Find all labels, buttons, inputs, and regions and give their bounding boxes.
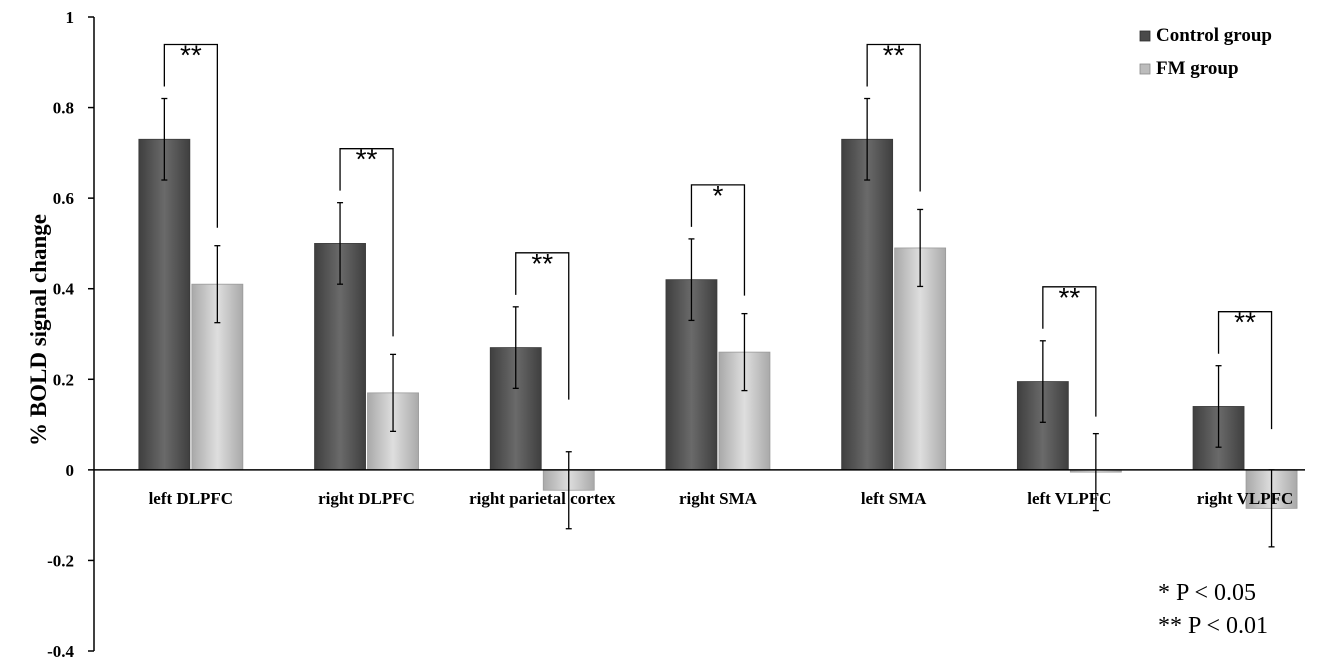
significance-bracket: [1217, 311, 1273, 430]
significance-bracket: [515, 252, 570, 400]
significance-notes: * P < 0.05 ** P < 0.01: [1158, 580, 1268, 639]
significance-label: **: [1058, 282, 1080, 313]
significance-label: **: [356, 144, 378, 175]
legend: Control group FM group: [1139, 25, 1272, 79]
significance-note: ** P < 0.01: [1158, 613, 1268, 639]
legend-swatch-fm: [1139, 63, 1151, 75]
y-tick-label: 0.6: [53, 189, 74, 208]
significance-label: **: [1234, 307, 1256, 338]
bar-control: [138, 138, 191, 471]
y-axis-label: % BOLD signal change: [26, 214, 51, 446]
significance-label: **: [883, 40, 905, 71]
bar-control: [841, 138, 894, 471]
y-tick-label: -0.2: [47, 551, 74, 570]
significance-label: *: [712, 180, 723, 211]
category-label: right parietal cortex: [469, 489, 616, 508]
category-labels: left DLPFC right DLPFC right parietal cort…: [149, 489, 1294, 508]
y-tick-label: 1: [66, 8, 75, 27]
y-ticks: -0.4 -0.2 0 0.2 0.4 0.6 0.8 1: [47, 8, 94, 659]
category-label: right SMA: [679, 489, 758, 508]
significance-bracket: [1042, 286, 1097, 417]
significance-bracket: [339, 148, 394, 337]
legend-label: Control group: [1156, 25, 1272, 46]
error-bars: [161, 97, 1275, 548]
significance-bracket: [690, 184, 746, 296]
significance-note: * P < 0.05: [1158, 580, 1256, 606]
category-label: left DLPFC: [149, 489, 234, 508]
axes: [93, 17, 1305, 651]
legend-swatch-control: [1139, 30, 1151, 42]
category-label: right DLPFC: [318, 489, 415, 508]
y-tick-label: 0.8: [53, 99, 74, 118]
category-label: left SMA: [861, 489, 927, 508]
y-tick-label: 0.4: [53, 280, 75, 299]
category-label: left VLPFC: [1027, 489, 1111, 508]
significance-bracket: [866, 43, 921, 192]
y-tick-label: -0.4: [47, 642, 74, 659]
y-tick-label: 0.2: [53, 370, 74, 389]
y-tick-label: 0: [66, 461, 75, 480]
significance-markers: *************: [163, 40, 1273, 430]
category-label: right VLPFC: [1197, 489, 1294, 508]
significance-label: **: [180, 40, 202, 71]
significance-label: **: [531, 248, 553, 279]
legend-label: FM group: [1156, 58, 1239, 79]
significance-bracket: [163, 43, 218, 228]
